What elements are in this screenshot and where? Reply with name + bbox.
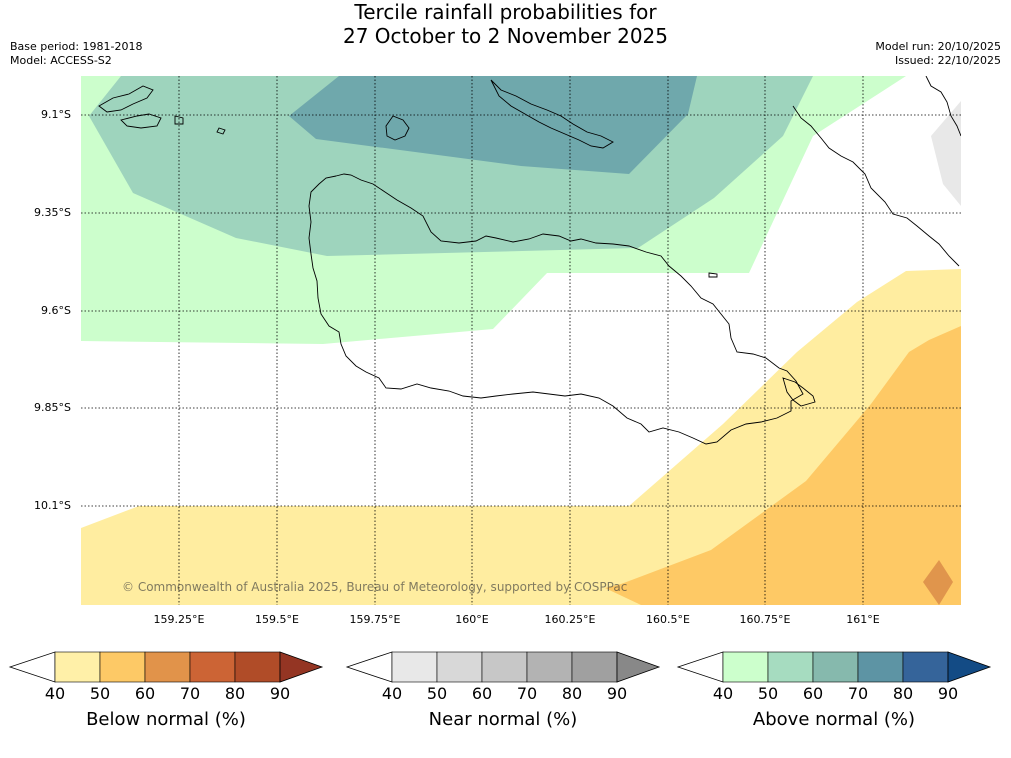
legend-tick: 70	[847, 684, 869, 703]
guadalcanal-coast	[308, 173, 804, 445]
lon-label-2: 159.5°E	[255, 613, 299, 626]
title-line-1: Tercile rainfall probabilities for	[354, 0, 657, 24]
lat-label-5: 10.1°S	[34, 499, 71, 512]
lon-label-7: 160.75°E	[739, 613, 791, 626]
copyright-notice: © Commonwealth of Australia 2025, Bureau…	[122, 580, 628, 594]
colorbar-swatch-50	[54, 651, 101, 683]
legend-near-normal: 40 50 60 70 80 90 Near normal (%)	[345, 645, 661, 755]
legend-tick: 80	[892, 684, 914, 703]
legend-title: Near normal (%)	[428, 709, 578, 730]
colorbar-swatch-50	[722, 651, 769, 683]
islet-southeast	[782, 377, 816, 407]
lon-label-1: 159.25°E	[153, 613, 205, 626]
islet-east	[708, 272, 718, 278]
russell-islands-1	[98, 85, 154, 113]
russell-islands-4	[216, 127, 226, 135]
colorbar-swatch-80	[526, 651, 573, 683]
run-info: Model run: 20/10/2025 Issued: 22/10/2025	[875, 40, 1001, 68]
colorbar-swatch-90	[571, 651, 618, 683]
colorbar-swatch-60	[99, 651, 146, 683]
nggela-islands	[490, 79, 614, 149]
colorbar-swatch-60	[436, 651, 483, 683]
legend-tick: 90	[937, 684, 959, 703]
legend-tick: 80	[224, 684, 246, 703]
russell-islands-2	[120, 113, 162, 129]
legend-tick: 60	[471, 684, 493, 703]
legend-near-colorbar	[345, 651, 661, 683]
legend-tick: 70	[516, 684, 538, 703]
below-50-region	[605, 326, 961, 605]
issued-date: Issued: 22/10/2025	[894, 54, 1001, 67]
legend-below-colorbar	[8, 651, 324, 683]
colorbar-max-arrow	[947, 651, 992, 683]
colorbar-max-arrow	[616, 651, 661, 683]
lon-label-5: 160.25°E	[544, 613, 596, 626]
coastlines	[98, 76, 961, 445]
russell-islands-3	[174, 115, 184, 125]
above-60-region	[289, 76, 697, 174]
legend-title: Below normal (%)	[86, 709, 246, 730]
lon-label-3: 159.75°E	[349, 613, 401, 626]
legend-tick: 50	[89, 684, 111, 703]
legend-above-colorbar	[676, 651, 992, 683]
legend-tick: 60	[134, 684, 156, 703]
title-line-2: 27 October to 2 November 2025	[342, 24, 669, 48]
colorbar-swatch-50	[391, 651, 438, 683]
legend-tick: 40	[44, 684, 66, 703]
legend-title: Above normal (%)	[752, 709, 916, 730]
below-40-region	[81, 269, 961, 605]
gridlines	[81, 76, 961, 605]
lat-label-3: 9.6°S	[41, 304, 71, 317]
legend-tick: 60	[802, 684, 824, 703]
model-run: Model run: 20/10/2025	[875, 40, 1001, 53]
legend-above-normal: 40 50 60 70 80 90 Above normal (%)	[676, 645, 992, 755]
savo-island	[385, 115, 410, 141]
colorbar-swatch-70	[481, 651, 528, 683]
legend-tick: 50	[757, 684, 779, 703]
lat-label-2: 9.35°S	[34, 206, 71, 219]
colorbar-min-arrow	[676, 651, 724, 683]
lon-label-8: 161°E	[846, 613, 880, 626]
colorbar-swatch-60	[767, 651, 814, 683]
near-40-region	[931, 101, 961, 206]
colorbar-min-arrow	[8, 651, 56, 683]
model-name: Model: ACCESS-S2	[10, 54, 112, 67]
legend-tick: 70	[179, 684, 201, 703]
colorbar-max-arrow	[279, 651, 324, 683]
lat-label-1: 9.1°S	[41, 108, 71, 121]
lon-label-4: 160°E	[455, 613, 489, 626]
lat-label-4: 9.85°S	[34, 401, 71, 414]
chart-title: Tercile rainfall probabilities for 27 Oc…	[0, 0, 1011, 48]
lon-label-6: 160.5°E	[646, 613, 690, 626]
colorbar-min-arrow	[345, 651, 393, 683]
legend-below-normal: 40 50 60 70 80 90 Below normal (%)	[8, 645, 324, 755]
legend-tick: 90	[269, 684, 291, 703]
below-60-region	[923, 560, 953, 605]
legend-tick: 50	[426, 684, 448, 703]
legend-tick: 40	[712, 684, 734, 703]
colorbar-swatch-80	[189, 651, 236, 683]
map-svg	[81, 76, 961, 605]
colorbar-swatch-90	[234, 651, 281, 683]
colorbar-swatch-70	[144, 651, 191, 683]
base-period: Base period: 1981-2018	[10, 40, 143, 53]
base-info: Base period: 1981-2018 Model: ACCESS-S2	[10, 40, 142, 68]
legend-tick: 90	[606, 684, 628, 703]
legend-tick: 40	[381, 684, 403, 703]
northeast-coast	[925, 76, 961, 137]
forecast-map	[81, 76, 961, 605]
legend-tick: 80	[561, 684, 583, 703]
eastern-coast	[792, 105, 960, 267]
colorbar-swatch-90	[902, 651, 949, 683]
colorbar-swatch-80	[857, 651, 904, 683]
colorbar-swatch-70	[812, 651, 859, 683]
